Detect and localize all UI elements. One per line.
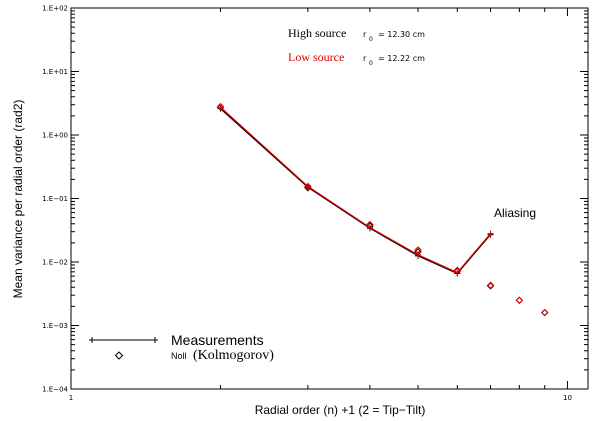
- measurement-point: [304, 183, 311, 190]
- low-source-r0-symbol: r: [363, 54, 367, 63]
- measurement-line: [219, 108, 491, 275]
- aliasing-annotation: Aliasing: [494, 206, 536, 220]
- y-tick-label: 1.E−02: [42, 259, 68, 267]
- noll-point: [541, 308, 549, 317]
- noll-point: [414, 246, 422, 254]
- legend-measurements-label: Measurements: [171, 332, 264, 348]
- legend-measurements-marker-right: [152, 337, 158, 343]
- y-tick-label: 1.E+01: [42, 68, 68, 76]
- low-source-label: Low source: [288, 50, 344, 64]
- high-source-r0-symbol: r: [363, 30, 367, 39]
- y-tick-label: 1.E−01: [42, 195, 68, 203]
- measurement-line: [219, 106, 491, 274]
- high-source-annotation: High source r 0 = 12.30 cm: [288, 26, 425, 43]
- high-source-r0-sub: 0: [369, 36, 373, 43]
- legend: Measurements Noll (Kolmogorov): [89, 332, 274, 363]
- series-layer: [216, 102, 549, 317]
- x-tick-label: 10: [563, 394, 572, 402]
- x-tick-label: 1: [69, 394, 73, 402]
- noll-point: [515, 296, 524, 304]
- high-source-label: High source: [288, 26, 346, 40]
- y-tick-label: 1.E+02: [42, 5, 68, 13]
- y-tick-label: 1.E+00: [42, 132, 68, 140]
- legend-measurements-marker-left: [89, 337, 95, 343]
- low-source-r0-value: = 12.22 cm: [378, 54, 425, 63]
- y-tick-label: 1.E−03: [42, 322, 68, 330]
- noll-point: [515, 296, 524, 304]
- low-source-annotation: Low source r 0 = 12.22 cm: [288, 50, 425, 67]
- x-axis-label: Radial order (n) +1 (2 = Tip−Tilt): [255, 403, 426, 417]
- noll-point: [486, 281, 495, 289]
- high-source-r0-value: = 12.30 cm: [378, 30, 425, 39]
- legend-noll-big: (Kolmogorov): [193, 348, 274, 363]
- y-axis-label: Mean variance per radial order (rad2): [11, 100, 25, 299]
- noll-point: [453, 266, 462, 275]
- low-source-r0-sub: 0: [369, 60, 373, 67]
- y-axis: 1.E+02 1.E+01 1.E+00 1.E−01 1.E−02 1.E−03 1.E−…: [42, 5, 588, 394]
- noll-point: [216, 102, 225, 111]
- noll-point: [541, 308, 549, 317]
- series-1: [216, 102, 549, 317]
- y-tick-label: 1.E−04: [42, 386, 68, 394]
- measurement-point: [487, 230, 494, 237]
- legend-noll-small: Noll: [171, 351, 187, 361]
- x-axis: 1 10: [69, 8, 572, 402]
- legend-noll-marker: [114, 351, 124, 360]
- plot-frame: [70, 7, 589, 390]
- noll-point: [366, 220, 374, 229]
- noll-point: [304, 182, 312, 191]
